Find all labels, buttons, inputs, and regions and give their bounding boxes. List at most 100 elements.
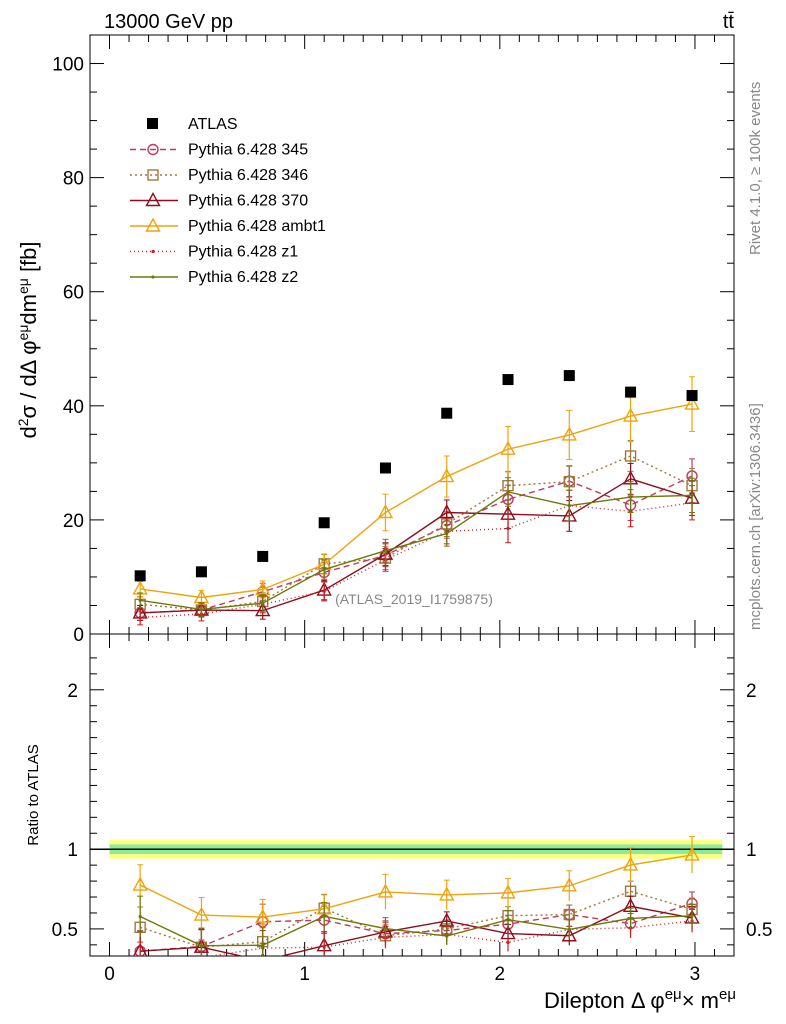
ratio-point (500, 884, 516, 899)
x-tick-label: 2 (495, 964, 506, 985)
data-point (624, 450, 637, 462)
data-point (567, 504, 571, 508)
x-tick-label: 0 (104, 964, 115, 985)
ratio-point (506, 918, 510, 922)
atlas-data-point (257, 550, 269, 562)
legend-label: Pythia 6.428 370 (188, 193, 308, 210)
ratio-line (140, 902, 693, 952)
series-3 (132, 376, 700, 605)
source-label: mcplots.cern.ch [arXiv:1306.3436] (747, 403, 764, 630)
legend-marker (151, 249, 155, 254)
y-axis-label-ratio: Ratio to ATLAS (25, 744, 42, 845)
data-point (628, 495, 633, 499)
ratio-point (132, 876, 148, 891)
y-tick-label-main: 40 (63, 397, 84, 418)
x-tick-label: 1 (299, 964, 310, 985)
legend-marker (145, 192, 161, 207)
ratio-line (139, 854, 693, 918)
series-line (140, 478, 693, 614)
analysis-label: (ATLAS_2019_I1759875) (335, 591, 493, 607)
ratio-point (383, 926, 388, 931)
ratio-point (193, 906, 210, 921)
data-point (322, 589, 326, 593)
ratio-point (561, 927, 577, 942)
data-point (322, 567, 326, 572)
ratio-point (445, 934, 449, 938)
data-point (383, 549, 388, 553)
ratio-point (622, 856, 639, 871)
process-label: tt̄ (723, 11, 735, 33)
series-line (140, 403, 693, 599)
ratio-line (140, 905, 693, 956)
atlas-data-point (379, 462, 391, 474)
ratio-point (377, 883, 394, 898)
data-point (690, 493, 694, 497)
y-axis-label-main: d2σ / dΔ φeμdmeμ [fb] (15, 241, 41, 438)
data-point (622, 407, 639, 422)
ratio-point (567, 927, 571, 931)
ratio-point (628, 916, 633, 920)
y-tick-label-ratio-right: 1 (746, 840, 757, 861)
data-point (377, 504, 394, 519)
y-tick-label-main: 80 (63, 169, 84, 190)
data-point (684, 395, 700, 410)
main-frame (89, 34, 735, 635)
ratio-point (199, 944, 204, 948)
y-tick-label-ratio: 2 (67, 681, 78, 702)
data-point (138, 598, 142, 602)
ratio-line (207, 920, 693, 956)
energy-label: 13000 GeV pp (104, 11, 233, 33)
data-point (561, 426, 577, 441)
y-tick-label-ratio: 1 (67, 840, 78, 861)
legend-marker (145, 217, 161, 232)
data-point (506, 526, 510, 531)
ratio-point (139, 961, 142, 964)
atlas-data (134, 370, 698, 582)
ratio-point (322, 945, 326, 949)
ratio-line (139, 890, 693, 948)
atlas-data-point (441, 407, 453, 419)
y-tick-label-main: 100 (52, 55, 84, 76)
series-line (140, 491, 693, 611)
atlas-data-point (563, 370, 575, 382)
data-point (439, 504, 455, 519)
y-tick-label-ratio: 0.5 (52, 920, 78, 941)
atlas-data-point (318, 517, 330, 529)
data-point (563, 475, 575, 488)
atlas-data-point (134, 570, 146, 582)
data-point (506, 490, 510, 494)
data-point (445, 531, 449, 536)
series-5 (137, 477, 696, 617)
data-point (255, 602, 271, 617)
ratio-series-3 (132, 836, 700, 935)
rivet-label: Rivet 4.1.0, ≥ 100k events (747, 82, 764, 255)
y-tick-label-main: 20 (63, 511, 84, 532)
ratio-point (322, 914, 326, 918)
legend-label-atlas: ATLAS (188, 116, 238, 133)
legend-label: Pythia 6.428 z1 (188, 244, 298, 261)
y-tick-label-main: 60 (63, 283, 84, 304)
data-point (138, 615, 142, 620)
y-tick-label-ratio-right: 2 (746, 681, 757, 702)
legend-marker (151, 275, 155, 279)
legend-label: Pythia 6.428 ambt1 (188, 218, 326, 235)
atlas-data-point (686, 390, 698, 402)
legend-marker (147, 143, 159, 156)
y-tick-label-ratio-right: 0.5 (746, 920, 772, 941)
ratio-point (255, 908, 271, 923)
ratio-point (506, 940, 510, 945)
ratio-series-2 (132, 895, 700, 956)
ratio-series-5 (137, 895, 696, 956)
ratio-point (684, 846, 700, 861)
x-tick-label: 3 (690, 964, 701, 985)
legend-label: Pythia 6.428 z2 (188, 269, 298, 286)
ratio-point (261, 943, 265, 947)
atlas-data-point (625, 386, 637, 398)
series-line (140, 502, 693, 619)
y-tick-label-main: 0 (73, 625, 84, 646)
ratio-point (138, 914, 142, 919)
legend-marker (147, 169, 159, 181)
atlas-data-point (195, 566, 207, 578)
ratio-frame (89, 633, 735, 957)
